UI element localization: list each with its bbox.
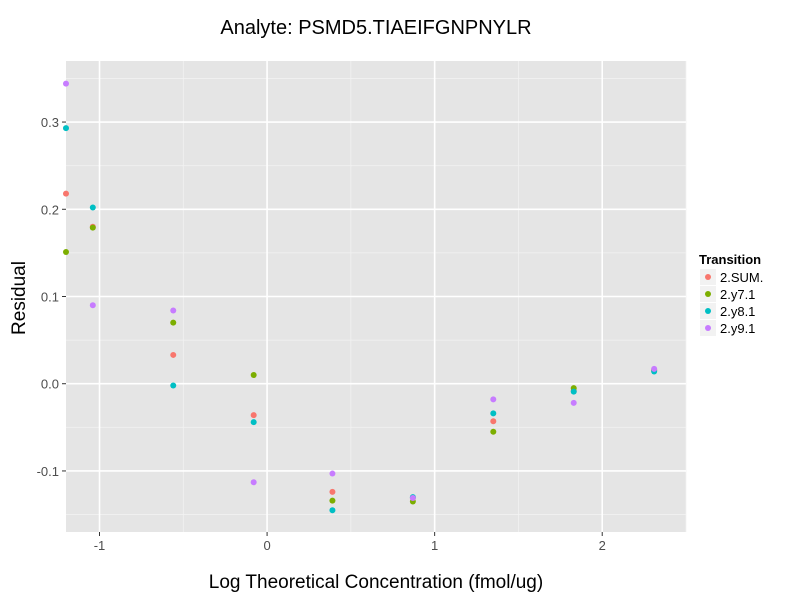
data-point	[89, 302, 96, 309]
chart-title: Analyte: PSMD5.TIAEIFGNPNYLR	[220, 17, 531, 39]
y-tick-label: 0.1	[41, 290, 59, 305]
legend-swatch	[705, 325, 711, 331]
legend-label: 2.SUM.	[720, 270, 763, 285]
data-point	[63, 190, 69, 197]
legend-swatch	[705, 291, 711, 297]
data-point	[170, 307, 177, 314]
data-point	[490, 410, 497, 417]
data-point	[63, 249, 69, 256]
data-point	[250, 372, 257, 378]
data-point	[490, 428, 497, 435]
data-point	[570, 388, 577, 395]
data-points	[63, 80, 658, 514]
data-point	[250, 479, 257, 486]
data-point	[89, 224, 96, 231]
legend: Transition 2.SUM. 2.y7.1 2.y8.1 2.y9.1	[699, 252, 763, 336]
data-point	[170, 351, 177, 358]
data-point	[250, 412, 257, 419]
data-point	[329, 507, 336, 514]
data-point	[170, 319, 177, 326]
data-point	[490, 396, 497, 403]
data-point	[329, 488, 336, 495]
x-tick-label: 2	[599, 538, 606, 553]
y-tick-label: -0.1	[37, 464, 59, 479]
data-point	[329, 470, 336, 477]
data-point	[329, 497, 336, 504]
data-point	[63, 80, 69, 87]
x-tick-label: 1	[431, 538, 438, 553]
data-point	[409, 494, 416, 501]
x-tick-label: -1	[94, 538, 106, 553]
legend-title: Transition	[699, 252, 761, 267]
x-axis-title: Log Theoretical Concentration (fmol/ug)	[209, 572, 543, 593]
legend-swatch	[705, 308, 711, 314]
legend-label: 2.y7.1	[720, 287, 755, 302]
legend-swatch	[705, 274, 711, 280]
data-point	[170, 382, 177, 389]
data-point	[250, 419, 257, 426]
data-point	[490, 418, 497, 425]
data-point	[63, 125, 69, 132]
major-gridlines	[66, 61, 686, 532]
legend-label: 2.y9.1	[720, 321, 755, 336]
x-tick-label: 0	[263, 538, 270, 553]
y-tick-label: 0.3	[41, 115, 59, 130]
data-point	[651, 365, 658, 372]
data-point	[570, 399, 577, 406]
y-axis-ticks: -0.1 0.0 0.1 0.2 0.3	[37, 115, 66, 479]
y-tick-label: 0.0	[41, 377, 59, 392]
y-axis-title: Residual	[9, 261, 30, 335]
data-point	[89, 204, 96, 211]
y-tick-label: 0.2	[41, 202, 59, 217]
legend-label: 2.y8.1	[720, 304, 755, 319]
x-axis-ticks: -1 0 1 2	[94, 532, 606, 553]
